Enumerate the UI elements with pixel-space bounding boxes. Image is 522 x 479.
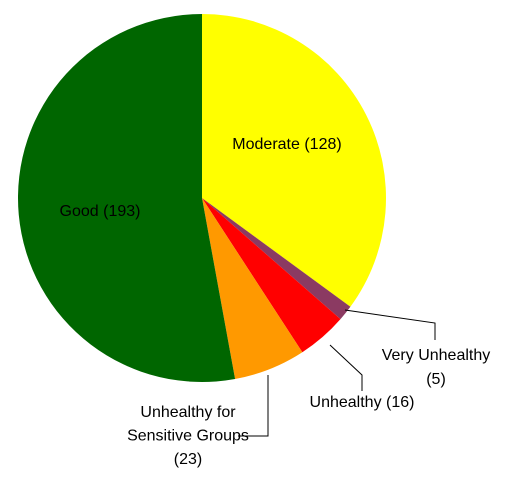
- pie-slice: [202, 198, 303, 380]
- label-line: Sensitive Groups: [127, 428, 249, 445]
- pie-slice: [202, 198, 341, 353]
- slice-label: Very Unhealthy (5): [382, 347, 491, 388]
- slice-label: Good (193): [60, 203, 141, 220]
- pie-slice: [202, 198, 351, 320]
- label-line: Unhealthy for: [140, 404, 236, 421]
- leader-line: [238, 375, 269, 437]
- leader-line: [329, 344, 363, 391]
- label-line: Unhealthy (16): [310, 394, 415, 411]
- slice-label: Unhealthy (16): [310, 394, 415, 411]
- label-line: Good (193): [60, 203, 141, 220]
- label-line: Very Unhealthy: [382, 347, 491, 364]
- slice-label: Unhealthy for Sensitive Groups (23): [127, 404, 249, 468]
- pie-slice: [18, 14, 236, 382]
- label-line: (23): [174, 451, 202, 468]
- slice-label: Moderate (128): [232, 136, 341, 153]
- leader-line: [344, 309, 436, 340]
- pie-slice: [202, 14, 386, 307]
- label-line: (5): [426, 371, 446, 388]
- label-line: Moderate (128): [232, 136, 341, 153]
